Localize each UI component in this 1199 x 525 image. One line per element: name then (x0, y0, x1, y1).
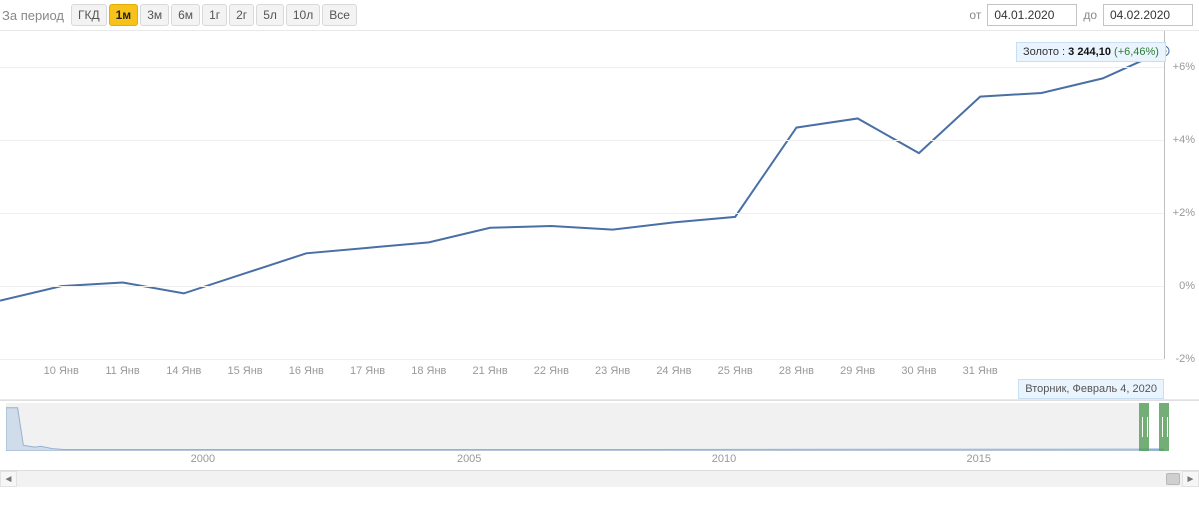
x-tick: 25 Янв (718, 365, 753, 377)
x-tick: 16 Янв (289, 365, 324, 377)
x-tick: 23 Янв (595, 365, 630, 377)
range-button-6м[interactable]: 6м (171, 4, 200, 26)
x-tick: 21 Янв (473, 365, 508, 377)
range-button-1г[interactable]: 1г (202, 4, 227, 26)
x-tick: 24 Янв (656, 365, 691, 377)
navigator-x-tick: 2000 (191, 453, 215, 465)
value-tooltip: Золото : 3 244,10 (+6,46%) (1016, 42, 1166, 62)
y-tick: +6% (1173, 61, 1195, 73)
date-range: от до (969, 4, 1193, 26)
x-tick: 18 Янв (411, 365, 446, 377)
scroll-left-button[interactable]: ◄ (0, 471, 17, 487)
period-label: За период (0, 8, 64, 23)
x-axis: 10 Янв 11 Янв 14 Янв 15 Янв 16 Янв 17 Янв 18 Я… (0, 359, 1164, 399)
tooltip-change: (+6,46%) (1114, 46, 1159, 58)
horizontal-scrollbar[interactable]: ◄ ► (0, 470, 1199, 487)
from-label: от (969, 8, 981, 22)
tooltip-series-name: Золото : (1023, 46, 1068, 58)
x-tick: 31 Янв (963, 365, 998, 377)
range-button-2г[interactable]: 2г (229, 4, 254, 26)
y-tick: +2% (1173, 207, 1195, 219)
y-tick: 0% (1179, 280, 1195, 292)
navigator-x-axis: 2000 2005 2010 2015 (6, 453, 1164, 467)
x-tick: 22 Янв (534, 365, 569, 377)
navigator-plot (6, 403, 1164, 451)
to-date-input[interactable] (1103, 4, 1193, 26)
x-tick: 14 Янв (166, 365, 201, 377)
navigator-x-tick: 2010 (712, 453, 736, 465)
range-button-Все[interactable]: Все (322, 4, 357, 26)
x-tick: 11 Янв (105, 365, 139, 377)
scroll-track[interactable] (17, 471, 1182, 487)
range-button-10л[interactable]: 10л (286, 4, 320, 26)
crosshair-line (1164, 31, 1165, 359)
range-button-3м[interactable]: 3м (140, 4, 169, 26)
range-buttons: За период ГКД1м3м6м1г2г5л10лВсе (0, 4, 358, 26)
scroll-thumb[interactable] (1166, 473, 1180, 485)
x-tick: 10 Янв (44, 365, 79, 377)
y-tick: +4% (1173, 134, 1195, 146)
tooltip-value: 3 244,10 (1068, 46, 1111, 58)
navigator-x-tick: 2005 (457, 453, 481, 465)
y-axis: -2%0%+2%+4%+6% (1164, 31, 1199, 359)
range-button-1м[interactable]: 1м (109, 4, 139, 26)
line-series (0, 31, 1164, 359)
navigator-handle-right[interactable] (1159, 403, 1169, 451)
from-date-input[interactable] (987, 4, 1077, 26)
x-tick: 17 Янв (350, 365, 385, 377)
plot-area (0, 31, 1164, 359)
navigator-handle-left[interactable] (1139, 403, 1149, 451)
price-chart[interactable]: -2%0%+2%+4%+6% 10 Янв11 Янв14 Янв15 Янв1… (0, 30, 1199, 400)
x-axis-tooltip: Вторник, Февраль 4, 2020 (1018, 379, 1164, 399)
x-tick: 15 Янв (227, 365, 262, 377)
x-tick: 29 Янв (840, 365, 875, 377)
x-tick: 30 Янв (901, 365, 936, 377)
range-button-5л[interactable]: 5л (256, 4, 284, 26)
y-tick: -2% (1175, 353, 1195, 365)
navigator-mask (6, 403, 1139, 451)
x-tick: 28 Янв (779, 365, 814, 377)
navigator-x-tick: 2015 (966, 453, 990, 465)
navigator[interactable]: 2000 2005 2010 2015 (0, 400, 1199, 470)
scroll-right-button[interactable]: ► (1182, 471, 1199, 487)
period-toolbar: За период ГКД1м3м6м1г2г5л10лВсе от до (0, 0, 1199, 30)
to-label: до (1083, 8, 1097, 22)
range-button-ГКД[interactable]: ГКД (71, 4, 107, 26)
